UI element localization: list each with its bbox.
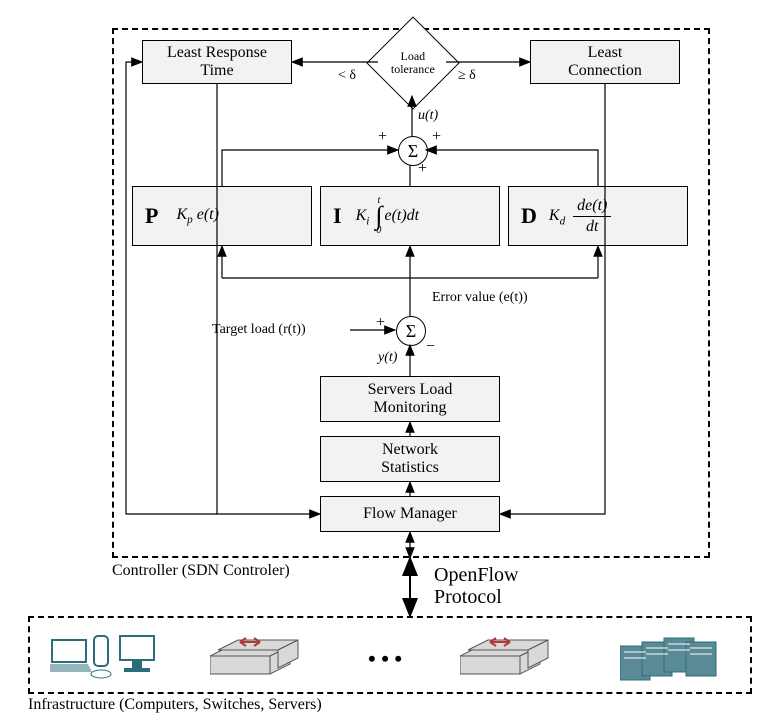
plus-target: + [376, 314, 385, 332]
lc-label: LeastConnection [568, 44, 642, 79]
controller-label: Controller (SDN Controler) [112, 562, 290, 580]
i-letter: I [333, 203, 342, 229]
error-label: Error value (e(t)) [432, 290, 528, 306]
diamond-label: Loadtolerance [391, 50, 435, 76]
minus-y: − [426, 338, 435, 356]
plus-right: + [432, 128, 441, 146]
d-expr: Kd de(t) dt [549, 198, 611, 235]
servers-icon [620, 632, 730, 686]
node-i: I Ki t ∫ 0 e(t)dt [320, 186, 500, 246]
node-flow-manager: Flow Manager [320, 496, 500, 532]
openflow-label: OpenFlowProtocol [434, 564, 518, 608]
plus-bottom: + [418, 160, 427, 178]
ellipsis: • • • [368, 646, 402, 672]
d-letter: D [521, 203, 537, 229]
node-least-connection: LeastConnection [530, 40, 680, 84]
p-letter: P [145, 203, 158, 229]
sum-error: Σ [396, 316, 426, 346]
p-expr: Kp e(t) [176, 206, 218, 226]
node-servers-load-monitoring: Servers LoadMonitoring [320, 376, 500, 422]
computers-icon [50, 634, 160, 684]
i-expr: Ki t ∫ 0 e(t)dt [356, 196, 420, 237]
lt-left-label: < δ [338, 68, 356, 84]
lt-right-label: ≥ δ [458, 68, 476, 84]
diagram-canvas: Least ResponseTime LeastConnection Loadt… [20, 20, 760, 701]
switches-icon-2 [460, 632, 550, 686]
node-p: P Kp e(t) [132, 186, 312, 246]
node-least-response-time: Least ResponseTime [142, 40, 292, 84]
node-d: D Kd de(t) dt [508, 186, 688, 246]
lrt-label: Least ResponseTime [167, 44, 267, 79]
target-label: Target load (r(t)) [212, 322, 306, 338]
infrastructure-label: Infrastructure (Computers, Switches, Ser… [28, 696, 322, 714]
node-network-statistics: NetworkStatistics [320, 436, 500, 482]
plus-left: + [378, 128, 387, 146]
fm-label: Flow Manager [363, 505, 457, 523]
ns-label: NetworkStatistics [381, 441, 439, 476]
yt-label: y(t) [378, 350, 397, 366]
sum-top-symbol: Σ [408, 141, 418, 162]
ut-label: u(t) [418, 108, 438, 124]
slm-label: Servers LoadMonitoring [368, 381, 453, 416]
switches-icon-1 [210, 632, 300, 686]
sum-err-symbol: Σ [406, 321, 416, 342]
